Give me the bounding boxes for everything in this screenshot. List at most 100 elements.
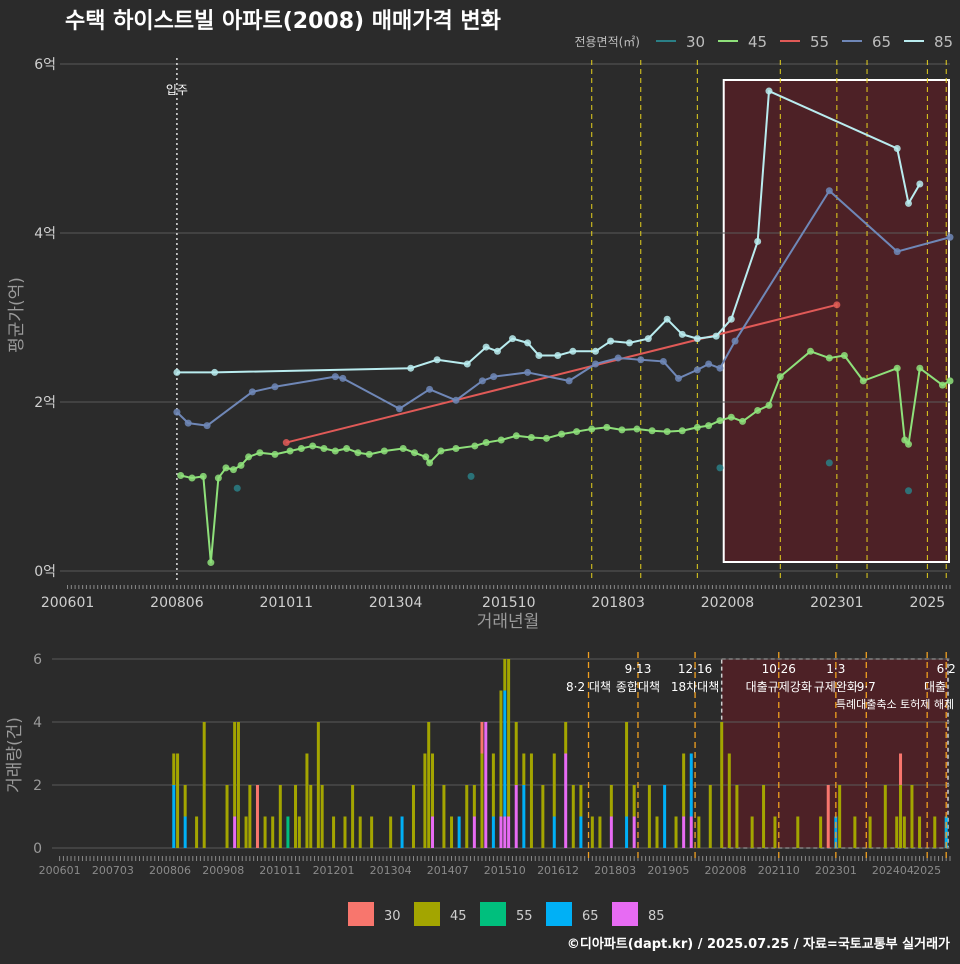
bar-segment-45 <box>503 659 507 691</box>
x-axis-title: 거래년월 <box>477 612 540 632</box>
bar-segment-45 <box>442 785 446 848</box>
bar-segment-45 <box>514 722 518 785</box>
series-point-65 <box>173 408 181 416</box>
bar-segment-45 <box>472 785 476 817</box>
series-point-45 <box>727 413 735 421</box>
bar-x-tick-label: 201407 <box>427 864 469 877</box>
bar-segment-85 <box>632 816 636 848</box>
bar-segment-30 <box>480 722 484 754</box>
series-point-65 <box>452 396 460 404</box>
bar-y-tick-label: 4 <box>33 715 42 731</box>
legend-label-55: 55 <box>810 33 829 51</box>
bar-segment-45 <box>427 722 431 848</box>
bar-segment-45 <box>507 659 511 817</box>
series-point-65 <box>731 337 739 345</box>
bar-x-tick-label: 2025 <box>913 864 941 877</box>
bar-segment-45 <box>236 722 240 848</box>
bar-legend-label-30: 30 <box>384 909 401 924</box>
series-point-65 <box>184 419 192 427</box>
bar-segment-45 <box>883 785 887 848</box>
bar-segment-45 <box>895 816 899 848</box>
bar-event-label: 1·3 <box>826 662 845 676</box>
top-panel: 0억 2억 4억 6억 200601 200806 201011 201304 201510 20… <box>7 33 954 632</box>
series-point-65 <box>592 360 600 368</box>
series-point-45 <box>588 425 596 433</box>
series-point-45 <box>776 373 784 381</box>
bar-segment-65 <box>491 816 495 848</box>
bar-segment-45 <box>819 816 823 848</box>
bar-segment-45 <box>647 785 651 848</box>
series-point-85 <box>482 343 490 351</box>
bar-segment-45 <box>796 816 800 848</box>
bar-segment-45 <box>183 785 187 817</box>
bar-segment-45 <box>750 816 754 848</box>
bar-legend-swatch-85 <box>612 902 638 926</box>
bar-legend-swatch-65 <box>546 902 572 926</box>
bar-segment-45 <box>431 753 435 817</box>
series-point-45 <box>573 428 581 436</box>
bar-segment-45 <box>720 722 724 848</box>
bar-event-label: 8·2 대책 <box>566 679 611 694</box>
series-point-45 <box>214 474 222 482</box>
bar-legend-swatch-55 <box>480 902 506 926</box>
series-point-65 <box>693 366 701 374</box>
bar-segment-85 <box>472 816 476 848</box>
series-point-45 <box>618 426 626 434</box>
bar-segment-45 <box>910 785 914 848</box>
series-point-65 <box>716 364 724 372</box>
bar-x-tick-label: 201905 <box>647 864 689 877</box>
series-point-45 <box>188 474 196 482</box>
bar-event-extra-label: 특례대출축소 토허제 해제 <box>836 697 954 711</box>
series-point-30 <box>716 464 724 472</box>
series-point-65 <box>825 187 833 195</box>
bar-segment-45 <box>248 785 252 848</box>
bar-event-label: 종합대책 <box>616 679 660 694</box>
series-point-45 <box>452 444 460 452</box>
series-point-45 <box>437 447 445 455</box>
series-point-45 <box>426 459 434 467</box>
bar-segment-45 <box>682 753 686 817</box>
bar-y-tick-label: 2 <box>33 778 42 794</box>
bar-segment-65 <box>503 690 507 817</box>
series-point-45 <box>663 428 671 436</box>
series-point-85 <box>712 332 720 340</box>
bar-x-tick-label: 202008 <box>705 864 747 877</box>
series-point-45 <box>806 347 814 355</box>
series-point-45 <box>482 439 490 447</box>
bar-segment-85 <box>507 816 511 848</box>
x-tick-label: 202008 <box>701 595 754 611</box>
series-point-45 <box>354 449 362 457</box>
x-tick-label: 201803 <box>591 595 644 611</box>
bar-segment-45 <box>918 816 922 848</box>
bar-y-axis-title: 거래량(건) <box>5 717 25 793</box>
bar-segment-45 <box>370 816 374 848</box>
series-point-45 <box>320 444 328 452</box>
series-point-45 <box>527 433 535 441</box>
bar-segment-45 <box>598 816 602 848</box>
bar-x-tick-label: 202110 <box>758 864 800 877</box>
series-point-65 <box>331 373 339 381</box>
x-tick-label: 201510 <box>482 595 535 611</box>
series-point-45 <box>410 449 418 457</box>
bar-segment-45 <box>762 785 766 848</box>
series-point-45 <box>754 406 762 414</box>
bar-legend-label-45: 45 <box>450 909 467 924</box>
bar-segment-45 <box>735 785 739 848</box>
series-point-65 <box>705 360 713 368</box>
bar-segment-45 <box>522 753 526 785</box>
series-point-55 <box>282 439 290 447</box>
bar-segment-45 <box>609 785 613 817</box>
legend-label-85: 85 <box>934 33 953 51</box>
x-tick-label: 200806 <box>150 595 204 611</box>
chart-footer: ©디아파트(dapt.kr) / 2025.07.25 / 자료=국토교통부 실… <box>567 936 950 952</box>
bar-segment-45 <box>320 785 324 848</box>
bar-segment-45 <box>297 816 301 848</box>
x-tick-label: 201011 <box>260 595 313 611</box>
series-point-45 <box>705 422 713 430</box>
bar-event-label: 9·13 <box>625 662 652 676</box>
series-point-85 <box>754 237 762 245</box>
bar-segment-45 <box>172 753 176 785</box>
bar-segment-85 <box>233 816 237 848</box>
bar-segment-45 <box>902 816 906 848</box>
